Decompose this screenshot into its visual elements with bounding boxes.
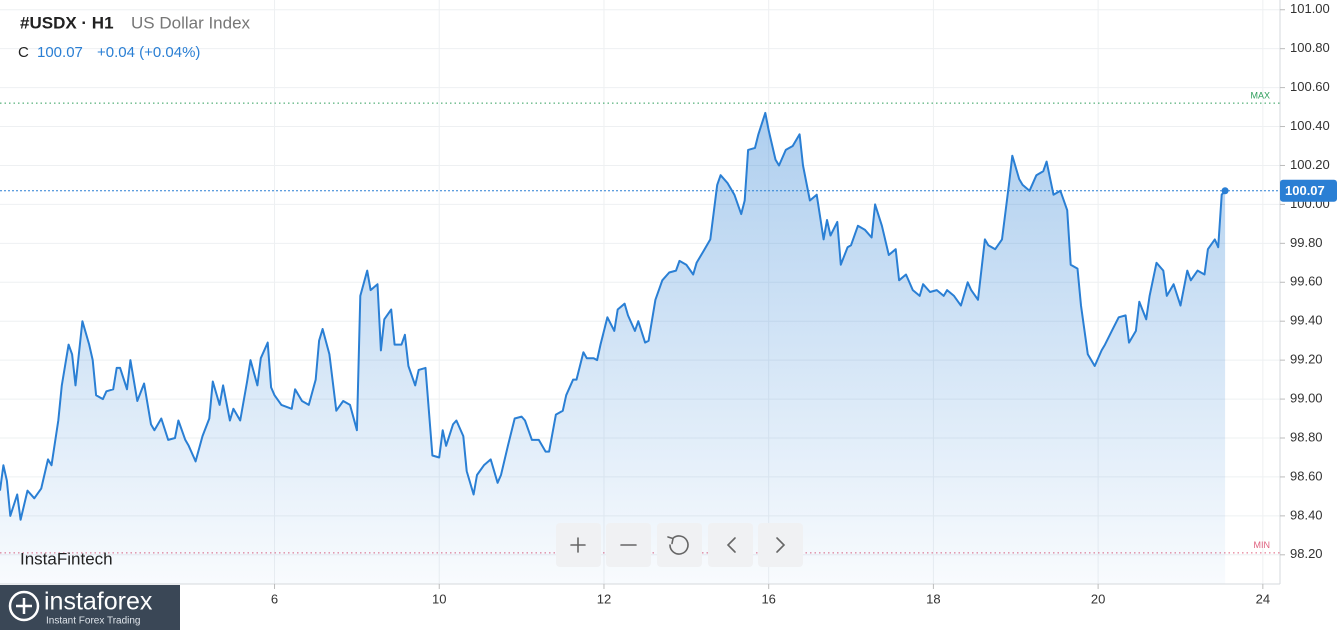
- scroll-left-button[interactable]: [708, 523, 753, 567]
- x-tick-label: 16: [761, 591, 775, 606]
- plot: [0, 111, 1229, 585]
- y-tick-label: 99.80: [1290, 235, 1323, 250]
- min-label: MIN: [1254, 540, 1271, 550]
- price-line: [0, 111, 1226, 521]
- zoom-out-button[interactable]: [606, 523, 651, 567]
- watermark: InstaFintech: [20, 549, 113, 568]
- chart-title: #USDX · H1: [20, 13, 114, 32]
- max-label: MAX: [1250, 91, 1270, 101]
- y-tick-label: 98.80: [1290, 429, 1323, 444]
- reset-button[interactable]: [657, 523, 702, 567]
- y-tick-label: 99.60: [1290, 274, 1323, 289]
- logo-icon-cross: [16, 598, 32, 614]
- y-tick-label: 98.20: [1290, 546, 1323, 561]
- chart-subtitle: US Dollar Index: [131, 13, 251, 32]
- y-tick-label: 100.60: [1290, 79, 1330, 94]
- x-tick-label: 6: [271, 591, 278, 606]
- toolbar: [556, 523, 803, 567]
- close-value: 100.07: [37, 44, 83, 61]
- logo-icon: [8, 590, 40, 622]
- area: [0, 112, 1226, 585]
- y-tick-label: 99.20: [1290, 352, 1323, 367]
- zoom-in-button[interactable]: [556, 523, 601, 567]
- y-tick-label: 100.80: [1290, 40, 1330, 55]
- x-tick-label: 24: [1256, 591, 1270, 606]
- logo-name: instaforex: [44, 588, 153, 616]
- x-tick-label: 20: [1091, 591, 1105, 606]
- last-point: [1221, 187, 1229, 195]
- x-tick-label: 18: [926, 591, 940, 606]
- y-tick-label: 98.60: [1290, 468, 1323, 483]
- logo: instaforex Instant Forex Trading: [0, 585, 180, 630]
- y-tick-label: 98.40: [1290, 507, 1323, 522]
- y-tick-label: 100.20: [1290, 157, 1330, 172]
- change: +0.04 (+0.04%): [97, 44, 200, 61]
- x-tick-label: 12: [597, 591, 611, 606]
- y-tick-label: 101.00: [1290, 1, 1330, 16]
- last-price-tag: [1280, 179, 1337, 202]
- y-tick-label: 99.00: [1290, 391, 1323, 406]
- last-price-label: 100.07: [1285, 183, 1325, 198]
- y-tick-label: 99.40: [1290, 313, 1323, 328]
- y-tick-label: 100.40: [1290, 118, 1330, 133]
- x-tick-label: 10: [432, 591, 446, 606]
- logo-tagline: Instant Forex Trading: [46, 616, 141, 627]
- axes: 98.20 98.40 98.60 98.80 99.00 99.20 99.40 99.60…: [271, 1, 1337, 606]
- close-prefix: C: [18, 44, 29, 61]
- scroll-right-button[interactable]: [758, 523, 803, 567]
